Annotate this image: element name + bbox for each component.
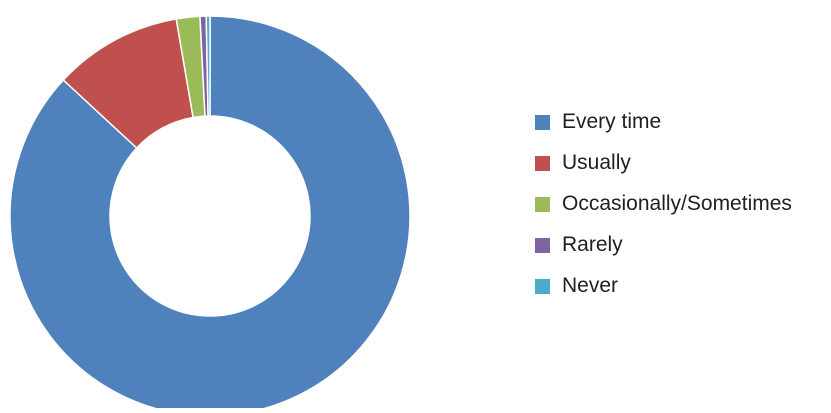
legend-item-rarely: Rarely <box>535 233 792 256</box>
legend-swatch-occasionally-sometimes <box>535 196 550 212</box>
donut-slice-every-time <box>9 15 411 413</box>
legend-label-occasionally-sometimes: Occasionally/Sometimes <box>562 192 792 215</box>
legend-item-every-time: Every time <box>535 110 792 133</box>
legend-label-every-time: Every time <box>562 110 662 133</box>
legend-swatch-every-time <box>535 114 550 130</box>
legend-label-rarely: Rarely <box>562 233 623 256</box>
legend-label-usually: Usually <box>562 151 631 174</box>
legend-swatch-usually <box>535 155 550 171</box>
legend-item-occasionally-sometimes: Occasionally/Sometimes <box>535 192 792 215</box>
chart-legend: Every time Usually Occasionally/Sometime… <box>535 110 792 317</box>
legend-swatch-never <box>535 278 550 294</box>
legend-swatch-rarely <box>535 237 550 253</box>
legend-item-usually: Usually <box>535 151 792 174</box>
legend-item-never: Never <box>535 274 792 297</box>
legend-label-never: Never <box>562 274 619 297</box>
donut-slice-never <box>205 15 211 117</box>
